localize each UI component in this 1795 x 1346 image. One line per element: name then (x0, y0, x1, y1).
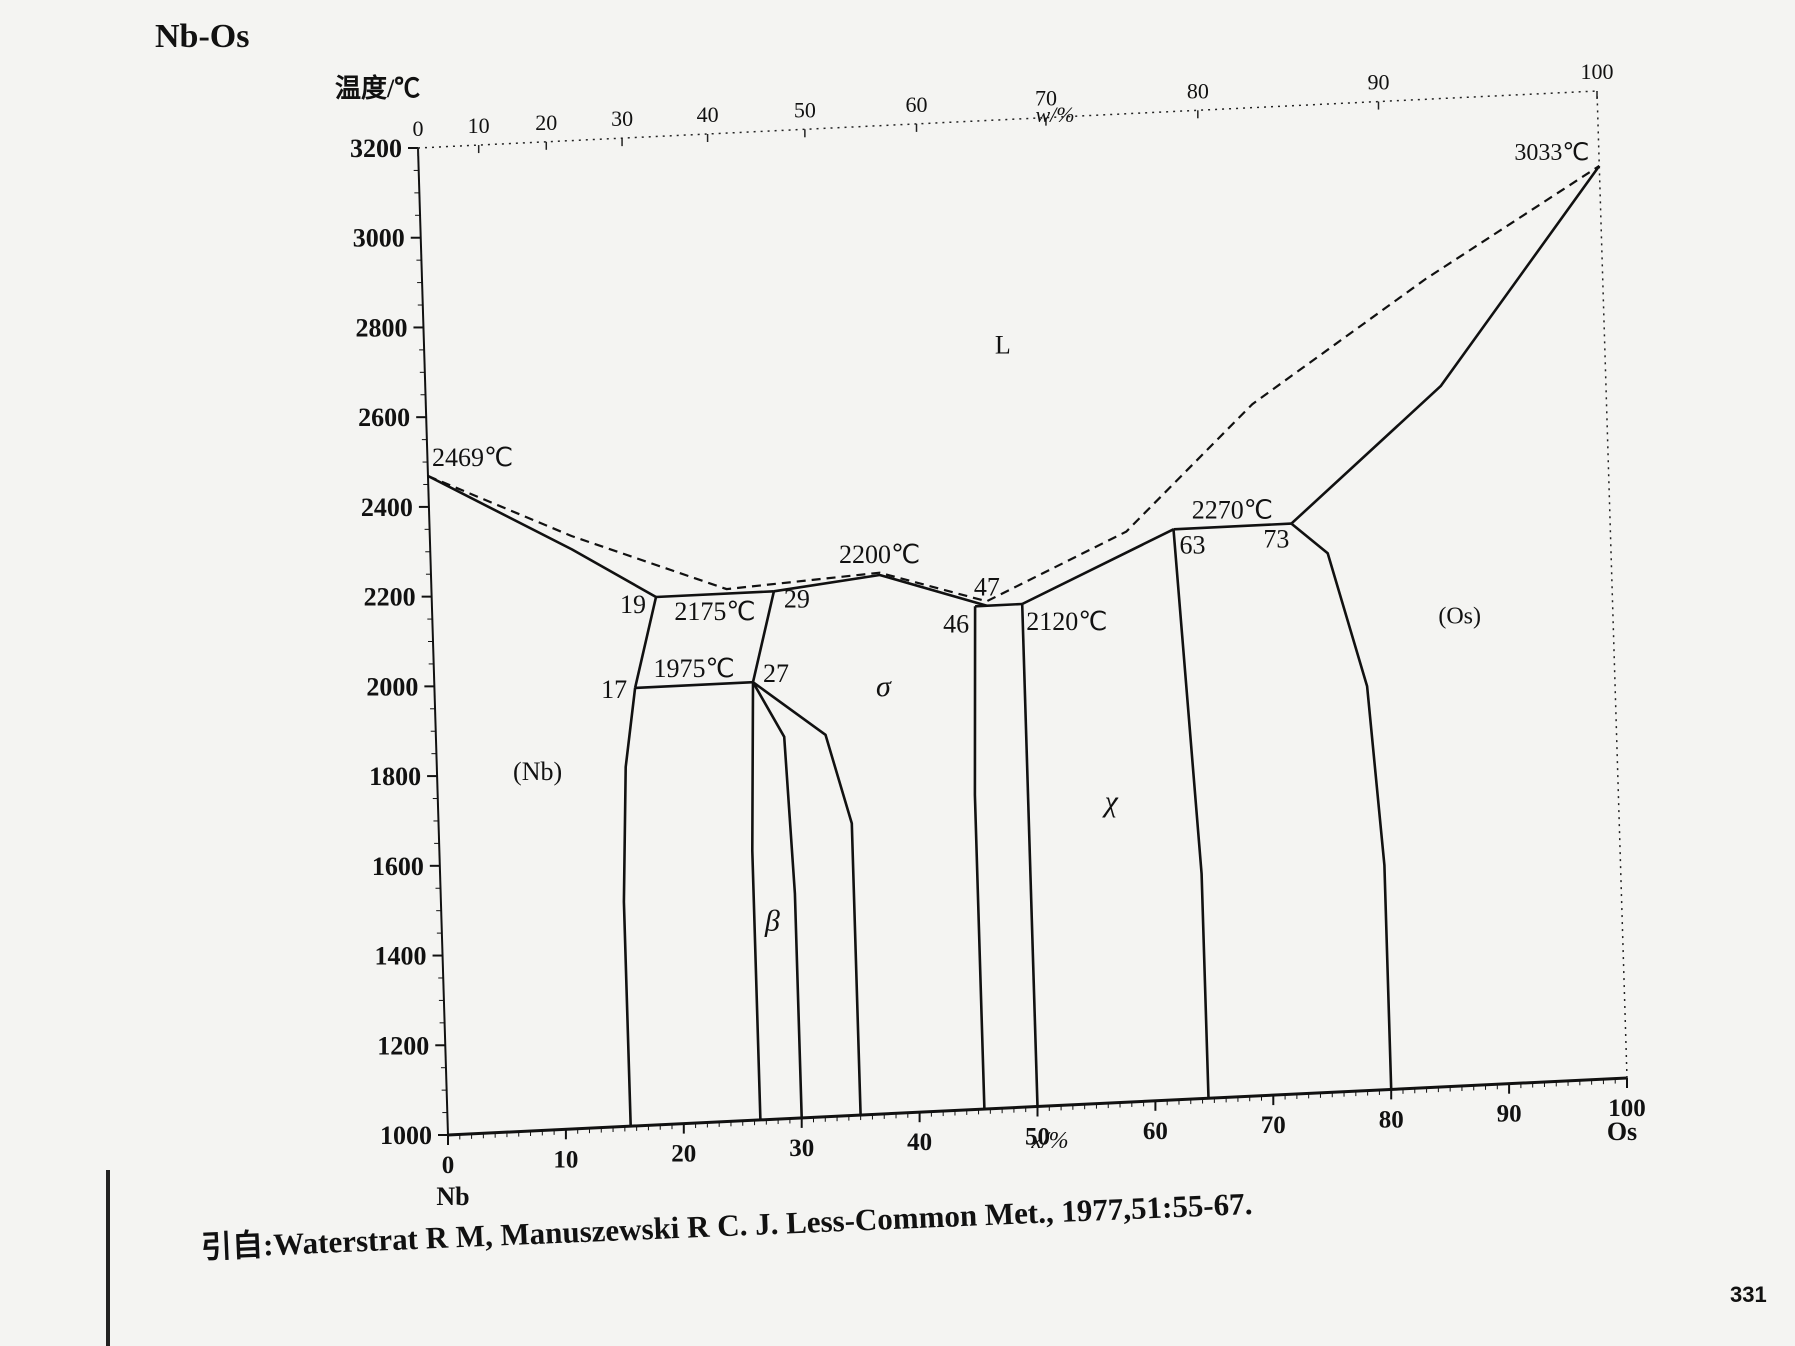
x-tick-label: 90 (1497, 1101, 1522, 1128)
top-tick-label: 70 (1035, 86, 1057, 111)
phase-label: (Nb) (513, 757, 562, 786)
system-title: Nb-Os (155, 18, 250, 55)
point-label: 3033℃ (1514, 140, 1589, 166)
right-axis-line (1596, 90, 1628, 1079)
top-tick-label: 50 (794, 97, 816, 122)
top-tick-label: 20 (535, 110, 557, 135)
y-tick-label: 2600 (358, 403, 410, 432)
line-eutectic-2175 (655, 590, 774, 599)
point-label: 63 (1179, 530, 1205, 559)
line-chi-liquidus (1021, 528, 1175, 606)
y-tick-label: 2000 (366, 672, 418, 701)
solid-lines-layer (427, 165, 1601, 1127)
point-label: 29 (784, 584, 810, 613)
line-sigma-liquidus (773, 573, 988, 607)
point-label: 1975℃ (653, 654, 734, 683)
x-axis-label-bottom: x/% (1030, 1128, 1068, 1154)
x-tick-label: 50 (1025, 1124, 1050, 1151)
y-axis-label: 温度/℃ (335, 74, 421, 103)
line-nb-solvus-high (633, 596, 658, 689)
x-tick-label: 10 (553, 1146, 578, 1173)
x-tick-label: 20 (671, 1141, 696, 1168)
line-peritectic-2270 (1173, 522, 1292, 531)
point-label: 2175℃ (674, 597, 755, 626)
y-tick-label: 2800 (355, 313, 407, 342)
axes-layer: 1000120014001600180020002200240026002800… (350, 59, 1646, 1179)
phase-label: σ (876, 670, 892, 703)
x-tick-label: 60 (1143, 1118, 1168, 1145)
dashed-solidus-estimate (427, 164, 1600, 603)
top-tick-label: 60 (906, 92, 928, 117)
right-element-label: Os (1607, 1117, 1637, 1146)
point-label: 2120℃ (1026, 607, 1107, 636)
point-label: 47 (974, 573, 1000, 602)
dashed-lines-layer (427, 164, 1600, 603)
line-peritectic-2120 (975, 602, 1023, 608)
top-tick-label: 80 (1187, 78, 1209, 103)
point-label: 73 (1263, 525, 1289, 554)
y-tick-label: 1600 (372, 852, 424, 881)
y-tick-label: 1000 (380, 1121, 432, 1150)
line-liquidus-nb (427, 474, 657, 599)
top-tick-label: 90 (1367, 70, 1389, 95)
line-os-solvus (1290, 522, 1393, 1090)
point-label: 17 (601, 675, 627, 704)
top-tick-label: 30 (611, 106, 633, 131)
phase-label: L (995, 330, 1011, 359)
top-tick-label: 10 (468, 113, 490, 138)
line-beta-right (751, 681, 803, 1118)
line-sigma-left (752, 681, 862, 1116)
phase-label: (Os) (1438, 603, 1481, 629)
y-tick-label: 3000 (353, 224, 405, 253)
y-tick-label: 3200 (350, 134, 402, 163)
top-tick-label: 100 (1581, 59, 1614, 84)
top-tick-label: 0 (413, 116, 424, 141)
point-label: 2270℃ (1192, 495, 1273, 524)
point-label: 19 (620, 590, 646, 619)
x-tick-label: 100 (1608, 1095, 1646, 1122)
top-tick-label: 40 (697, 102, 719, 127)
point-label: 46 (943, 609, 969, 638)
line-beta-left (751, 682, 762, 1120)
x-tick-label: 40 (907, 1129, 932, 1156)
y-tick-label: 2200 (364, 583, 416, 612)
point-label: 2469℃ (432, 443, 513, 472)
x-tick-label: 30 (789, 1135, 814, 1162)
y-tick-label: 1200 (377, 1031, 429, 1060)
x-tick-label: 80 (1379, 1106, 1404, 1133)
point-label: 2200℃ (839, 540, 920, 569)
point-label: 27 (763, 659, 789, 688)
x-axis-label-top: w/% (1035, 102, 1074, 127)
line-sigma-right (973, 606, 986, 1110)
x-tick-label: 70 (1261, 1112, 1286, 1139)
line-eutectoid-1975 (635, 680, 754, 690)
y-tick-label: 2400 (361, 493, 413, 522)
page-number: 331 (1730, 1282, 1767, 1307)
line-os-liquidus (1290, 165, 1601, 525)
line-chi-right (1172, 529, 1210, 1099)
y-tick-label: 1400 (375, 942, 427, 971)
phase-label: β (764, 905, 780, 938)
y-tick-label: 1800 (369, 762, 421, 791)
line-nb-solvus (622, 687, 637, 1127)
left-element-label: Nb (436, 1182, 469, 1211)
page-margin-line (106, 1170, 110, 1346)
top-axis-line (417, 90, 1598, 149)
line-beta-right-high (751, 591, 776, 683)
line-chi-left (1020, 603, 1039, 1107)
phase-label: χ (1102, 785, 1119, 818)
x-tick-label: 0 (442, 1152, 455, 1179)
